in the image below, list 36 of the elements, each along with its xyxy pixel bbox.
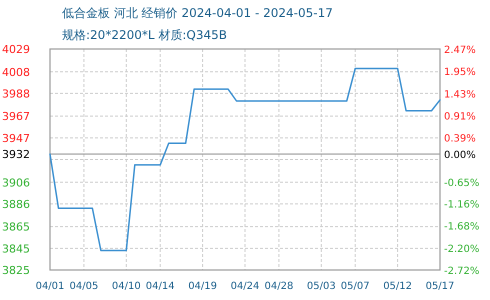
y2-tick-label: 1.43% xyxy=(444,89,476,100)
ref-line-label: 3932 xyxy=(2,148,30,162)
x-tick-label: 04/28 xyxy=(264,281,294,292)
chart-subtitle: 规格:20*2200*L 材质:Q345B xyxy=(62,28,227,42)
x-tick-label: 04/14 xyxy=(146,281,175,292)
y-tick-label: 4029 xyxy=(2,43,30,56)
y2-tick-label: 2.47% xyxy=(444,45,476,56)
y2-tick-label: 1.95% xyxy=(444,67,476,78)
y-tick-label: 3947 xyxy=(2,132,30,145)
y-tick-label: 4008 xyxy=(2,66,30,79)
x-tick-label: 05/07 xyxy=(340,281,370,292)
y-tick-label: 3825 xyxy=(2,264,30,277)
y2-tick-label: -1.16% xyxy=(444,200,480,211)
x-tick-label: 05/12 xyxy=(383,281,412,292)
chart-title: 低合金板 河北 经销价 2024-04-01 - 2024-05-17 xyxy=(62,6,333,20)
y2-tick-label: 0.00% xyxy=(444,150,476,162)
line-series xyxy=(49,68,441,252)
y-tick-label: 3906 xyxy=(2,176,30,190)
x-tick-label: 04/01 xyxy=(36,281,64,292)
x-tick-label: 04/05 xyxy=(70,281,98,292)
y2-tick-label: 0.39% xyxy=(444,134,476,145)
y-tick-label: 3865 xyxy=(2,220,30,234)
y2-tick-label: 0.91% xyxy=(444,111,476,122)
x-tick-label: 04/24 xyxy=(230,281,260,292)
y2-tick-label: -2.72% xyxy=(444,266,480,277)
y-tick-label: 3845 xyxy=(2,242,30,256)
y2-tick-label: -2.20% xyxy=(444,244,480,255)
y-tick-label: 3967 xyxy=(2,110,30,124)
x-tick-label: 05/17 xyxy=(426,281,454,292)
x-tick-label: 05/03 xyxy=(306,281,336,292)
y-tick-label: 3886 xyxy=(2,198,30,211)
x-tick-label: 04/10 xyxy=(112,281,141,292)
x-tick-label: 04/19 xyxy=(188,281,218,292)
y2-tick-label: -1.68% xyxy=(444,222,480,233)
y-tick-label: 3988 xyxy=(2,87,30,100)
y2-tick-label: -0.65% xyxy=(444,178,480,189)
